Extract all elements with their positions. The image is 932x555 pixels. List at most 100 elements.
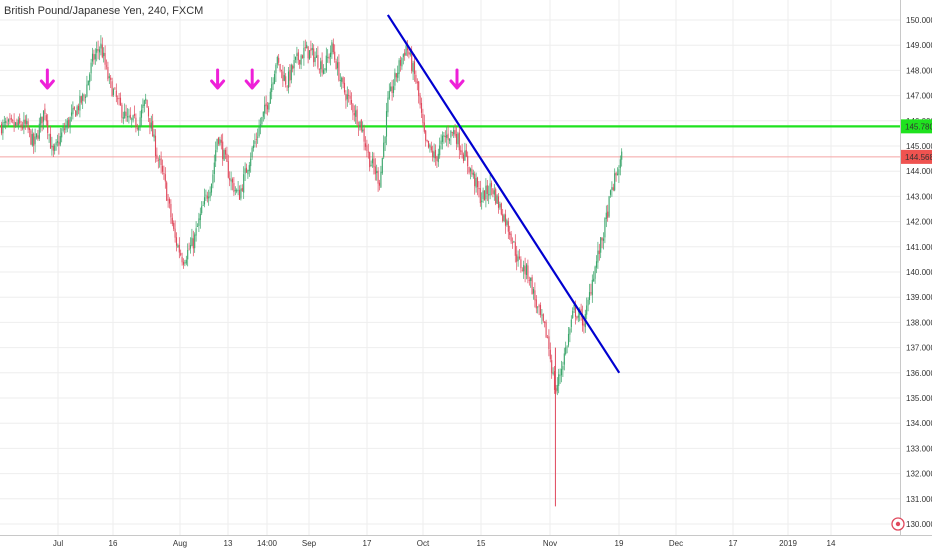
candle-body	[398, 60, 400, 75]
candle-body	[387, 97, 389, 113]
candle-body	[156, 154, 158, 160]
candle-body	[374, 166, 376, 175]
candle-body	[595, 261, 598, 268]
candle-body	[198, 218, 200, 226]
candle-body	[199, 213, 201, 221]
candle-body	[335, 60, 337, 70]
arrow-down-icon[interactable]	[210, 68, 226, 90]
candle-body	[311, 47, 313, 50]
x-axis[interactable]: Jul 16 Aug 13 14:00 Sep 17 Oct 15 Nov 19 Dec 17 2019 1…	[53, 539, 836, 548]
candle-body	[82, 94, 84, 101]
candle-body	[525, 264, 528, 275]
candle-body	[30, 130, 32, 145]
candle-body	[489, 183, 491, 196]
candle-body	[467, 155, 469, 167]
candle-body	[56, 141, 59, 143]
candle-body	[413, 61, 416, 74]
arrow-down-icon[interactable]	[39, 68, 55, 90]
candle-body	[432, 150, 434, 157]
candle-body	[373, 158, 375, 168]
candle-body	[520, 259, 522, 269]
candle-body	[21, 127, 24, 129]
candle-body	[157, 159, 159, 161]
candle-body	[446, 134, 448, 138]
candle-body	[215, 150, 217, 162]
candle-body	[6, 122, 8, 124]
candle-body	[255, 139, 257, 140]
candle-body	[108, 76, 110, 79]
y-axis[interactable]: 150.000149.000148.000147.000146.000145.0…	[906, 16, 932, 529]
candle-body	[474, 173, 476, 187]
candle-body	[429, 144, 431, 148]
candle-body	[588, 292, 591, 300]
candle-body	[411, 52, 413, 72]
candle-body	[212, 174, 214, 184]
candle-body	[65, 125, 67, 130]
candle-body	[524, 266, 526, 275]
candle-body	[511, 242, 514, 244]
candle-body	[472, 172, 474, 176]
candle-body	[331, 42, 333, 55]
candle-body	[61, 132, 63, 138]
candle-body	[70, 112, 73, 116]
candle-body	[506, 220, 508, 225]
candle-body	[321, 60, 323, 73]
candle-body	[10, 117, 12, 120]
candle-body	[175, 237, 178, 246]
candle-body	[425, 130, 427, 141]
candle-body	[307, 46, 309, 59]
candle-body	[343, 82, 346, 93]
candle-body	[146, 100, 148, 108]
candle-body	[562, 365, 564, 370]
candle-body	[615, 172, 617, 176]
downtrend-line[interactable]	[386, 14, 621, 374]
candle-body	[454, 130, 456, 136]
x-tick-label: 14:00	[257, 539, 278, 548]
y-tick-label: 139.000	[906, 293, 932, 302]
candle-body	[136, 128, 138, 129]
candle-body	[114, 88, 116, 90]
target-icon[interactable]	[891, 517, 905, 531]
candle-body	[69, 117, 71, 127]
candle-body	[544, 321, 546, 324]
candle-body	[565, 347, 567, 355]
candle-body	[289, 69, 291, 81]
candle-body	[271, 84, 273, 93]
candle-body	[420, 102, 423, 113]
candle-body	[94, 54, 96, 60]
arrow-down-icon[interactable]	[449, 68, 465, 90]
candle-body	[437, 153, 439, 163]
y-tick-label: 150.000	[906, 16, 932, 25]
candle-body	[426, 139, 428, 142]
candle-body	[329, 52, 332, 57]
candle-body	[609, 190, 612, 195]
candle-body	[220, 139, 222, 143]
candle-body	[188, 248, 190, 250]
candle-body	[105, 65, 108, 67]
candle-body	[135, 117, 137, 128]
candle-body	[455, 134, 458, 144]
candle-body	[318, 68, 320, 70]
candle-body	[152, 120, 154, 137]
candle-body	[360, 119, 362, 131]
candle-body	[195, 228, 197, 236]
y-tick-label: 135.000	[906, 394, 932, 403]
candle-body	[245, 167, 248, 173]
candle-body	[167, 199, 169, 201]
candle-body	[168, 199, 171, 204]
candle-body	[206, 195, 208, 199]
candle-body	[464, 150, 466, 161]
candle-body	[89, 74, 91, 83]
arrow-down-icon[interactable]	[244, 68, 260, 90]
candle-body	[509, 232, 511, 235]
candle-body	[336, 62, 339, 69]
candle-body	[573, 305, 575, 311]
candle-body	[385, 111, 388, 137]
candle-body	[510, 233, 512, 242]
candle-body	[219, 139, 221, 145]
candle-body	[390, 86, 392, 92]
candle-body	[359, 121, 361, 127]
candle-body	[587, 299, 589, 306]
